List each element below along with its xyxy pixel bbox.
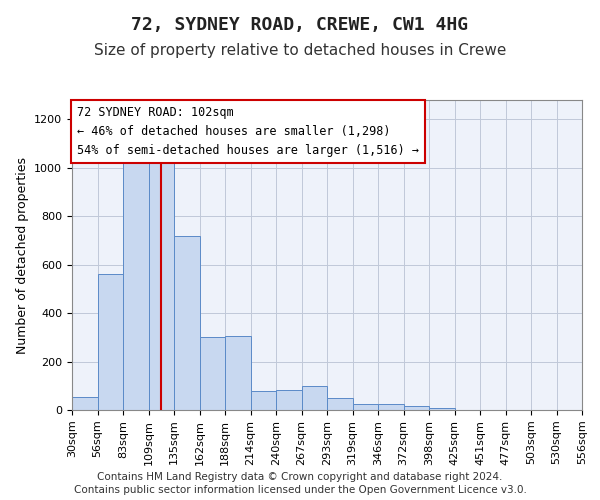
Bar [276, 390, 302, 410]
Bar [174, 236, 199, 410]
Text: Contains HM Land Registry data © Crown copyright and database right 2024.: Contains HM Land Registry data © Crown c… [97, 472, 503, 482]
Text: Contains public sector information licensed under the Open Government Licence v3: Contains public sector information licen… [74, 485, 526, 495]
Bar [123, 158, 149, 410]
Bar [327, 398, 353, 410]
Text: Size of property relative to detached houses in Crewe: Size of property relative to detached ho… [94, 42, 506, 58]
Bar [302, 386, 327, 410]
Bar [429, 408, 455, 410]
Text: 72, SYDNEY ROAD, CREWE, CW1 4HG: 72, SYDNEY ROAD, CREWE, CW1 4HG [131, 16, 469, 34]
Bar [225, 336, 251, 410]
Bar [149, 158, 174, 410]
Bar [378, 404, 404, 410]
Bar [72, 396, 97, 410]
Bar [404, 406, 429, 410]
Bar [353, 404, 378, 410]
Text: 72 SYDNEY ROAD: 102sqm
← 46% of detached houses are smaller (1,298)
54% of semi-: 72 SYDNEY ROAD: 102sqm ← 46% of detached… [77, 106, 419, 157]
Bar [97, 274, 123, 410]
Bar [199, 338, 225, 410]
Bar [251, 390, 276, 410]
Y-axis label: Number of detached properties: Number of detached properties [16, 156, 29, 354]
